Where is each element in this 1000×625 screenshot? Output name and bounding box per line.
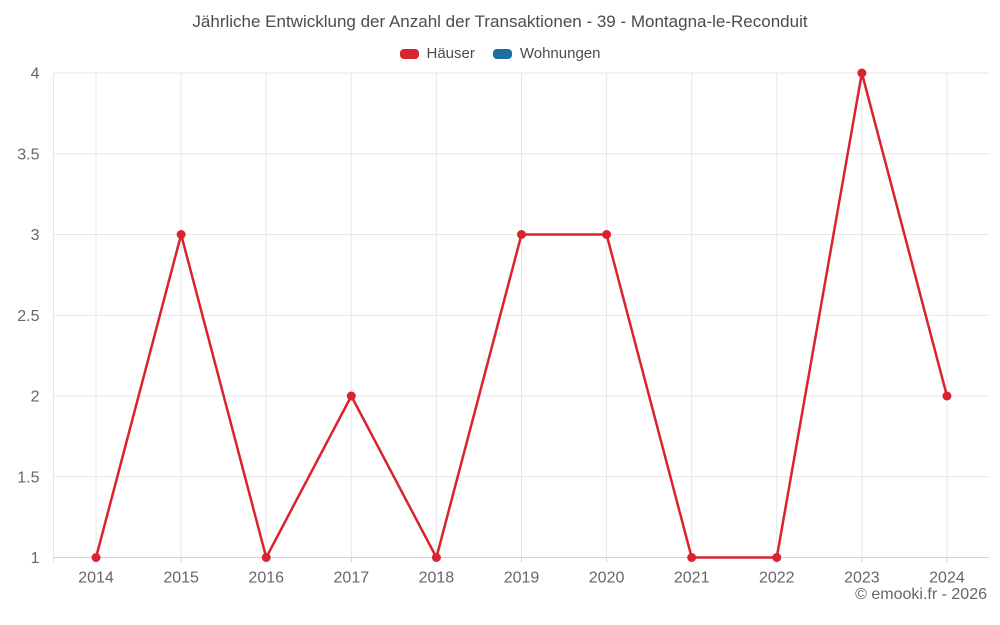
data-point-2020[interactable] — [602, 230, 612, 239]
data-point-2016[interactable] — [261, 553, 271, 562]
x-tick-label: 2018 — [419, 570, 455, 587]
x-tick-label: 2014 — [78, 570, 114, 587]
x-tick-label: 2023 — [844, 570, 880, 587]
y-tick-label: 4 — [31, 66, 40, 83]
x-tick-label: 2016 — [248, 570, 284, 587]
data-point-2024[interactable] — [942, 391, 952, 401]
data-point-2019[interactable] — [517, 230, 526, 239]
x-tick-label: 2015 — [163, 570, 199, 587]
data-point-2014[interactable] — [91, 553, 101, 562]
x-tick-label: 2022 — [759, 570, 795, 587]
data-point-2023[interactable] — [857, 68, 867, 78]
data-point-2017[interactable] — [346, 391, 356, 401]
haeuser-series-swatch — [399, 48, 419, 59]
y-tick-label: 3 — [31, 227, 40, 244]
legend-item-haeuser[interactable]: Häuser — [399, 45, 475, 62]
legend-label-wohnungen: Wohnungen — [519, 45, 601, 62]
legend: Häuser Wohnungen — [0, 45, 1000, 62]
y-tick-label: 1.5 — [17, 469, 39, 486]
y-tick-label: 1 — [31, 550, 40, 567]
legend-item-wohnungen[interactable]: Wohnungen — [492, 45, 601, 62]
chart-title: Jährliche Entwicklung der Anzahl der Tra… — [192, 12, 808, 31]
data-point-2021[interactable] — [687, 553, 697, 562]
y-tick-label: 2.5 — [17, 308, 39, 325]
x-tick-label: 2021 — [674, 570, 710, 587]
data-point-2022[interactable] — [772, 553, 782, 562]
y-tick-label: 3.5 — [17, 146, 39, 163]
wohnungen-series-swatch — [492, 48, 512, 59]
copyright-credit: © emooki.fr - 2026 — [855, 586, 987, 603]
x-tick-label: 2024 — [929, 570, 965, 587]
x-tick-label: 2017 — [334, 570, 370, 587]
x-tick-label: 2020 — [589, 570, 625, 587]
data-point-2015[interactable] — [176, 230, 186, 239]
data-point-2018[interactable] — [431, 553, 441, 562]
x-tick-label: 2019 — [504, 570, 540, 587]
legend-label-haeuser: Häuser — [426, 45, 475, 62]
y-tick-label: 2 — [31, 389, 40, 406]
